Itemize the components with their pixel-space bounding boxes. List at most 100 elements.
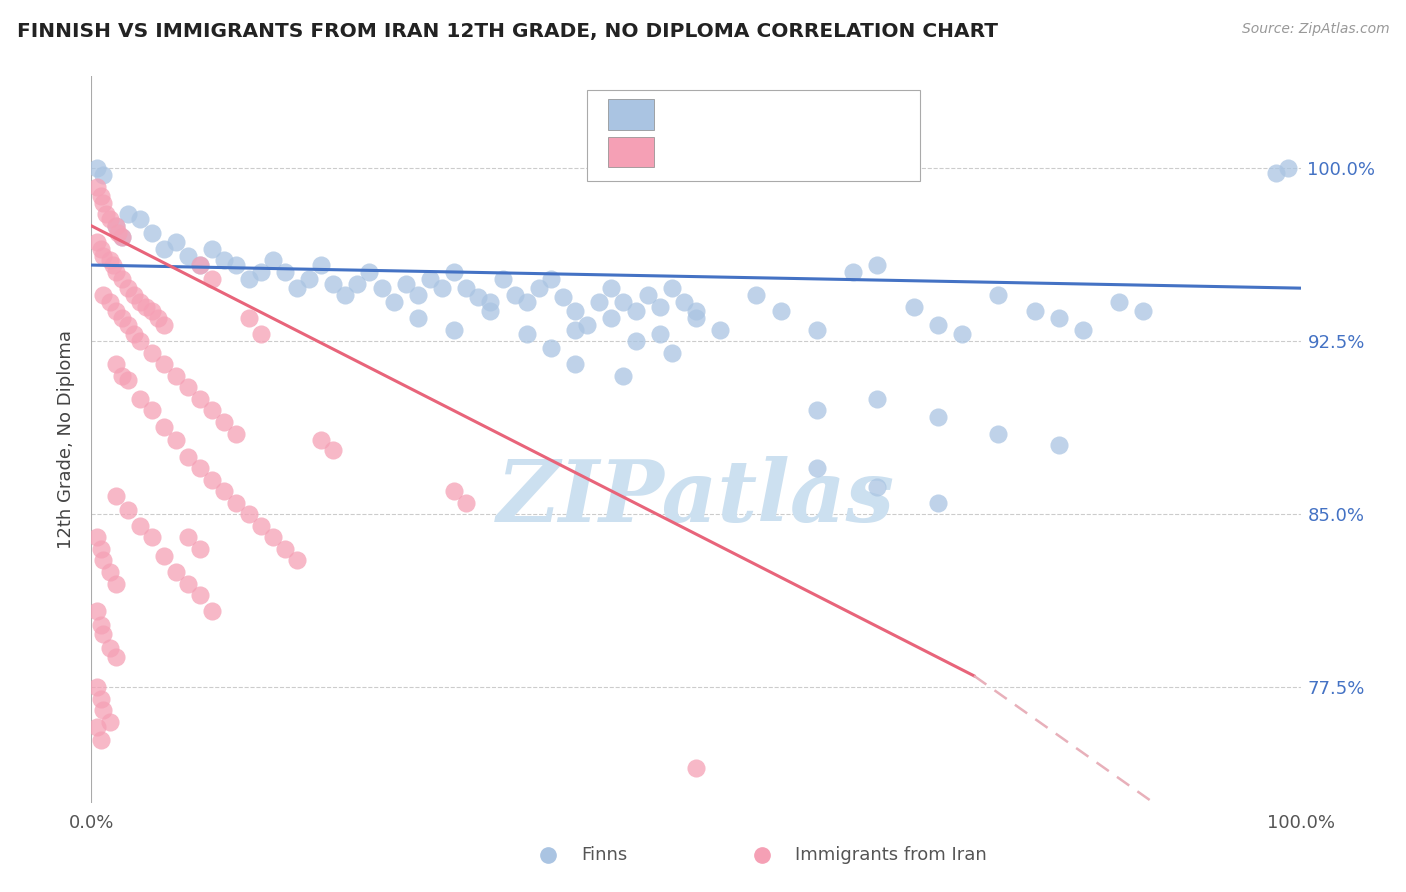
Point — [165, 235, 187, 249]
Point — [262, 530, 284, 544]
Point — [201, 242, 224, 256]
Point — [188, 541, 211, 556]
Text: -0.047: -0.047 — [711, 105, 770, 123]
Point — [128, 519, 150, 533]
Point — [395, 277, 418, 291]
Point — [90, 189, 112, 203]
Point — [661, 281, 683, 295]
Point — [111, 311, 132, 326]
Point — [322, 277, 344, 291]
Point — [98, 211, 121, 226]
Point — [214, 415, 236, 429]
Point — [141, 226, 163, 240]
Point — [564, 304, 586, 318]
Point — [165, 368, 187, 383]
Point — [600, 281, 623, 295]
Point — [104, 357, 127, 371]
Point — [709, 323, 731, 337]
Point — [1024, 304, 1046, 318]
Point — [238, 272, 260, 286]
Point — [1277, 161, 1299, 175]
Point — [104, 489, 127, 503]
Point — [672, 295, 695, 310]
Point — [516, 295, 538, 310]
Point — [135, 300, 157, 314]
Point — [274, 265, 297, 279]
Point — [104, 219, 127, 233]
Point — [479, 304, 502, 318]
Point — [214, 253, 236, 268]
Text: ZIPatlas: ZIPatlas — [496, 456, 896, 540]
Point — [111, 230, 132, 244]
Point — [249, 519, 271, 533]
Point — [540, 272, 562, 286]
Point — [564, 323, 586, 337]
Point — [90, 692, 112, 706]
Point — [842, 265, 865, 279]
Point — [516, 327, 538, 342]
Point — [177, 576, 200, 591]
Point — [128, 295, 150, 310]
Point — [406, 311, 429, 326]
Point — [479, 295, 502, 310]
Point — [225, 496, 247, 510]
Point — [950, 327, 973, 342]
Point — [503, 288, 526, 302]
Point — [117, 207, 139, 221]
Point — [93, 168, 115, 182]
Point — [86, 530, 108, 544]
Point — [117, 374, 139, 388]
Point — [141, 530, 163, 544]
Point — [188, 258, 211, 272]
Point — [111, 230, 132, 244]
Point — [588, 295, 610, 310]
Point — [188, 258, 211, 272]
Point — [443, 323, 465, 337]
Point — [600, 311, 623, 326]
Point — [90, 733, 112, 747]
Text: Immigrants from Iran: Immigrants from Iran — [796, 847, 987, 864]
Point — [467, 290, 489, 304]
Point — [104, 304, 127, 318]
Point — [249, 327, 271, 342]
Point — [122, 327, 145, 342]
Y-axis label: 12th Grade, No Diploma: 12th Grade, No Diploma — [58, 330, 76, 549]
Point — [866, 258, 889, 272]
Point — [104, 576, 127, 591]
Point — [90, 618, 112, 632]
Point — [1047, 311, 1070, 326]
Point — [146, 311, 169, 326]
Point — [564, 357, 586, 371]
Point — [165, 565, 187, 579]
Point — [188, 392, 211, 406]
Point — [104, 650, 127, 665]
Point — [927, 410, 949, 425]
Point — [406, 288, 429, 302]
Point — [141, 304, 163, 318]
Point — [94, 207, 117, 221]
Point — [382, 295, 405, 310]
Point — [540, 341, 562, 355]
Point — [927, 318, 949, 332]
Point — [624, 334, 647, 349]
Point — [93, 288, 115, 302]
Point — [225, 258, 247, 272]
Point — [90, 541, 112, 556]
Point — [806, 461, 828, 475]
Point — [430, 281, 453, 295]
Point — [661, 345, 683, 359]
Point — [685, 304, 707, 318]
Point — [177, 450, 200, 464]
Point — [90, 242, 112, 256]
Point — [806, 403, 828, 417]
Point — [298, 272, 321, 286]
Point — [612, 295, 634, 310]
FancyBboxPatch shape — [588, 90, 920, 181]
Point — [128, 211, 150, 226]
Text: FINNISH VS IMMIGRANTS FROM IRAN 12TH GRADE, NO DIPLOMA CORRELATION CHART: FINNISH VS IMMIGRANTS FROM IRAN 12TH GRA… — [17, 22, 998, 41]
Point — [98, 295, 121, 310]
Point — [98, 565, 121, 579]
Point — [104, 265, 127, 279]
Point — [201, 473, 224, 487]
Point — [128, 334, 150, 349]
